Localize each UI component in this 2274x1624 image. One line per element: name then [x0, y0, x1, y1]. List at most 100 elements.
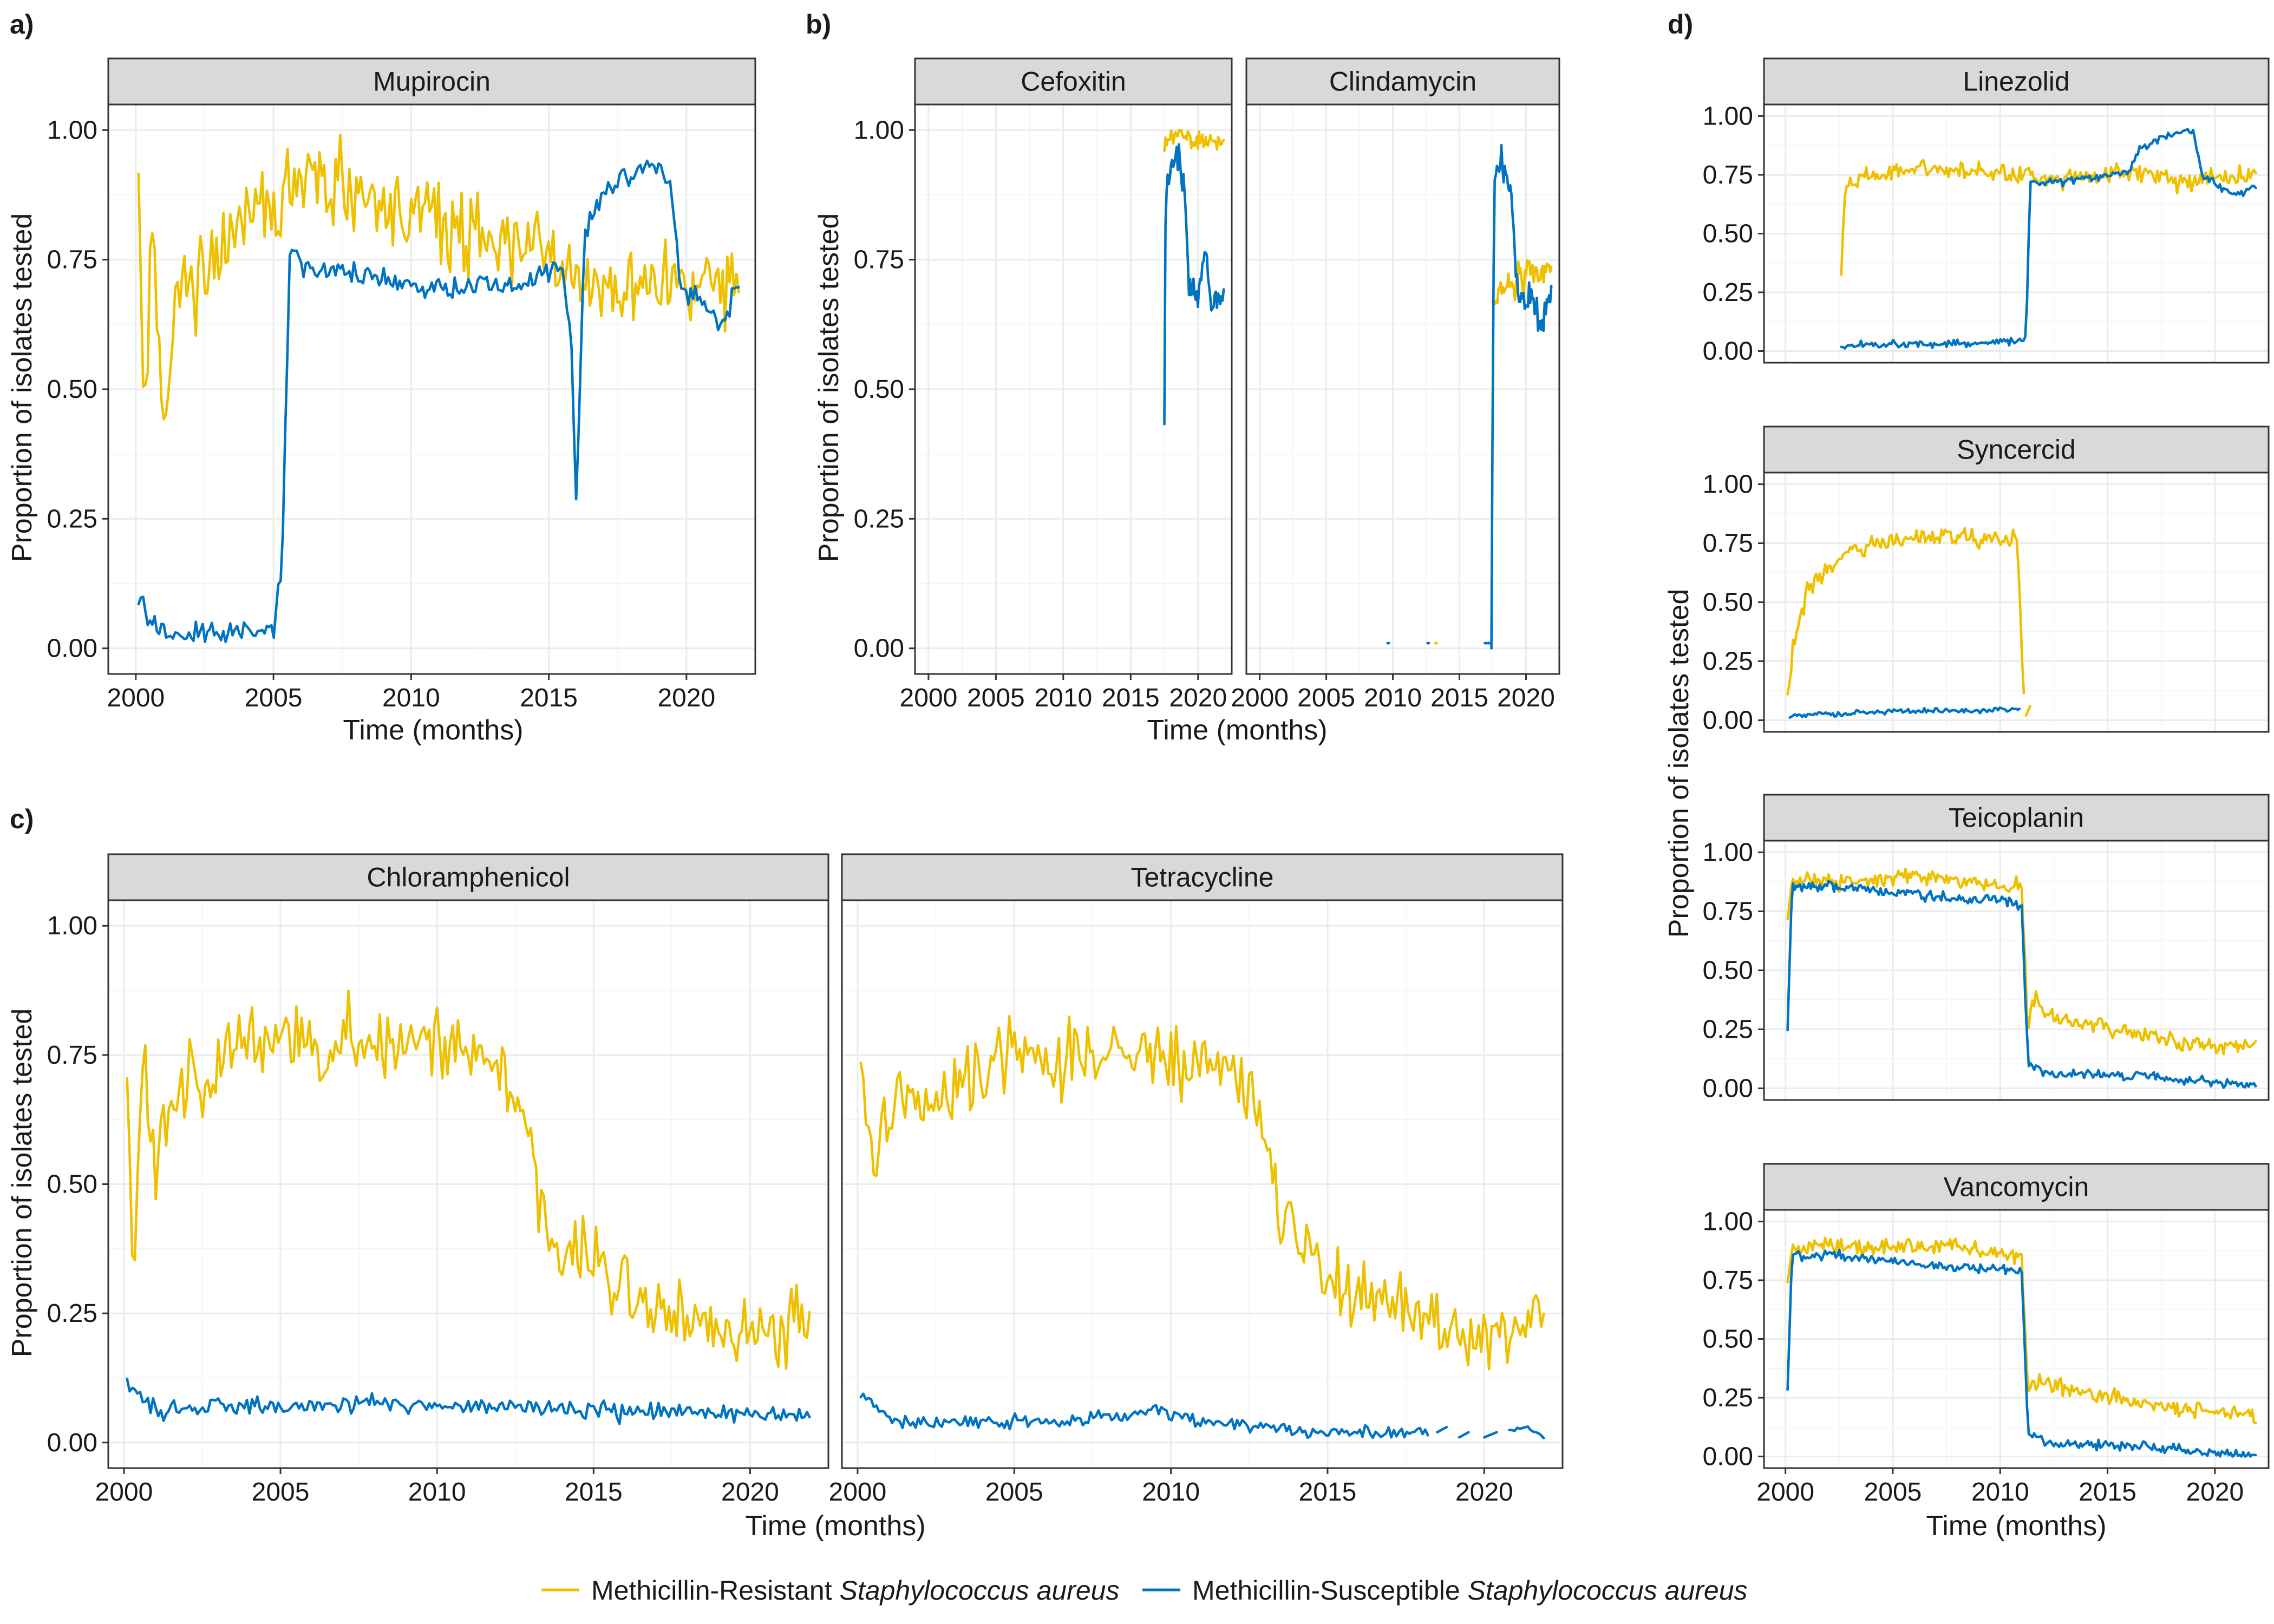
legend-label-species: Staphylococcus aureus: [1468, 1575, 1748, 1606]
y-tick-label: 0.50: [1703, 588, 1753, 617]
x-tick-label: 2000: [1231, 684, 1289, 712]
y-axis-title-a: Proportion of isolates tested: [6, 213, 38, 562]
series-line-mrsa-cefoxitin: [1163, 129, 1225, 153]
series-line-mssa-syncercid: [1788, 706, 2021, 719]
panel-mupirocin: Mupirocin 0.00 0.25 0.50 0.75 1.00 2000 2005 201…: [47, 57, 756, 712]
facet-title-linezolid: Linezolid: [1963, 67, 2069, 97]
x-tick-label: 2020: [1497, 684, 1555, 712]
legend-label-prefix: Methicillin-Resistant: [591, 1575, 839, 1606]
x-tick-label: 2015: [565, 1478, 623, 1507]
y-tick-label: 0.50: [854, 375, 904, 404]
x-tick-label: 2015: [1299, 1478, 1357, 1507]
panel-tag-c: c): [10, 804, 34, 834]
panel-cefoxitin: Cefoxitin 0.00 0.25 0.50 0.75 1.00 2000 2005 201…: [854, 57, 1233, 712]
series-line-mrsa-linezolid: [1840, 159, 2257, 276]
facet-strip-cefoxitin: [914, 57, 1233, 106]
series-line-mssa-tetracycline: [859, 1392, 1429, 1439]
x-tick-label: 2020: [1455, 1478, 1513, 1507]
y-tick-label: 0.50: [47, 375, 97, 404]
series-line-mrsa-teicoplanin: [1786, 867, 2257, 1056]
y-tick-label: 0.75: [1703, 529, 1753, 558]
panel-tag-a: a): [10, 9, 34, 40]
series-line-mssa-vancomycin: [1786, 1248, 2257, 1458]
series-line-mssa-mupirocin: [137, 159, 740, 644]
facet-strip-tetracycline: [841, 853, 1564, 901]
panel-teicoplanin: Teicoplanin 0.00 0.25 0.50 0.75 1.00: [1703, 794, 2270, 1103]
x-tick-label: 2000: [829, 1478, 887, 1507]
y-tick-label: 1.00: [1703, 1207, 1753, 1236]
y-tick-label: 1.00: [47, 116, 97, 145]
series-line-mssa-tetracycline-seg2: [1458, 1431, 1470, 1439]
y-axis-title-d: Proportion of isolates tested: [1663, 589, 1695, 938]
y-axis-title-b: Proportion of isolates tested: [813, 213, 845, 562]
series-line-mrsa-tetracycline: [859, 1014, 1545, 1371]
y-tick-label: 0.25: [1703, 647, 1753, 676]
legend-label-mssa: Methicillin-Susceptible Staphylococcus a…: [1192, 1575, 1748, 1606]
y-tick-label: 1.00: [47, 912, 97, 940]
facet-strip-mupirocin: [107, 57, 756, 106]
y-tick-label: 0.00: [47, 1429, 97, 1457]
x-axis-title-c: Time (months): [745, 1510, 925, 1542]
x-tick-label: 2005: [985, 1478, 1043, 1507]
x-tick-label: 2005: [967, 684, 1025, 712]
y-tick-label: 0.75: [1703, 1266, 1753, 1295]
x-tick-label: 2010: [382, 684, 440, 712]
x-tick-label: 2010: [1034, 684, 1092, 712]
x-tick-label: 2015: [2079, 1478, 2136, 1507]
legend-label-species: Staphylococcus aureus: [839, 1575, 1119, 1606]
facet-strip-vancomycin: [1763, 1163, 2270, 1211]
y-tick-label: 0.25: [47, 1299, 97, 1328]
legend: Methicillin-Resistant Staphylococcus aur…: [541, 1575, 1748, 1606]
facet-title-cefoxitin: Cefoxitin: [1021, 67, 1126, 97]
facet-strip-clindamycin: [1245, 57, 1560, 106]
panel-vancomycin: Vancomycin 0.00 0.25 0.50 0.75 1.00 2000 2005 20…: [1703, 1163, 2270, 1507]
panel-tag-b: b): [806, 9, 831, 40]
x-tick-label: 2010: [1971, 1478, 2029, 1507]
x-axis-title-a: Time (months): [343, 715, 523, 746]
y-tick-label: 1.00: [1703, 102, 1753, 130]
x-tick-label: 2005: [245, 684, 303, 712]
panel-chloramphenicol: Chloramphenicol 0.00 0.25 0.50 0.75 1.00 2000 2…: [47, 853, 829, 1507]
x-tick-label: 2010: [408, 1478, 466, 1507]
y-axis-title-c: Proportion of isolates tested: [6, 1009, 38, 1358]
facet-title-chloramphenicol: Chloramphenicol: [367, 862, 570, 893]
y-tick-label: 0.75: [47, 1041, 97, 1070]
x-tick-label: 2005: [1864, 1478, 1922, 1507]
series-line-mssa-cefoxitin: [1163, 143, 1225, 425]
x-tick-label: 2015: [520, 684, 578, 712]
x-tick-label: 2020: [721, 1478, 779, 1507]
y-tick-label: 0.00: [854, 634, 904, 663]
series-line-mrsa-clindamycin-seg1: [1493, 259, 1553, 305]
panel-tag-d: d): [1668, 9, 1693, 40]
series-line-mssa-linezolid: [1840, 128, 2257, 350]
x-tick-label: 2015: [1102, 684, 1160, 712]
x-tick-label: 2020: [2186, 1478, 2244, 1507]
facet-title-mupirocin: Mupirocin: [373, 67, 491, 97]
series-line-mrsa-syncercid: [1786, 527, 2025, 696]
y-tick-label: 0.25: [1703, 1015, 1753, 1044]
y-tick-label: 0.00: [1703, 706, 1753, 735]
x-tick-label: 2005: [252, 1478, 310, 1507]
y-tick-label: 0.75: [1703, 898, 1753, 926]
series-line-mssa-tetracycline-seg3: [1483, 1431, 1498, 1439]
y-tick-label: 0.25: [854, 505, 904, 533]
legend-label-prefix: Methicillin-Susceptible: [1192, 1575, 1468, 1606]
panel-border-clindamycin: [1245, 103, 1560, 675]
facet-strip-syncercid: [1763, 425, 2270, 474]
x-tick-label: 2015: [1430, 684, 1488, 712]
facet-title-syncercid: Syncercid: [1957, 435, 2076, 465]
x-tick-label: 2000: [95, 1478, 153, 1507]
x-tick-label: 2010: [1142, 1478, 1200, 1507]
series-line-mssa-tetracycline-seg1: [1436, 1425, 1448, 1433]
x-tick-label: 2020: [1169, 684, 1227, 712]
y-tick-label: 0.00: [47, 634, 97, 663]
y-tick-label: 0.75: [854, 246, 904, 274]
series-line-mrsa-mupirocin: [137, 134, 740, 421]
y-tick-label: 0.25: [1703, 278, 1753, 307]
x-tick-label: 2010: [1364, 684, 1422, 712]
x-tick-label: 2020: [657, 684, 715, 712]
y-tick-label: 0.50: [1703, 957, 1753, 985]
panel-border-tetracycline: [841, 899, 1564, 1469]
series-line-mssa-chloramphenicol: [126, 1377, 811, 1425]
